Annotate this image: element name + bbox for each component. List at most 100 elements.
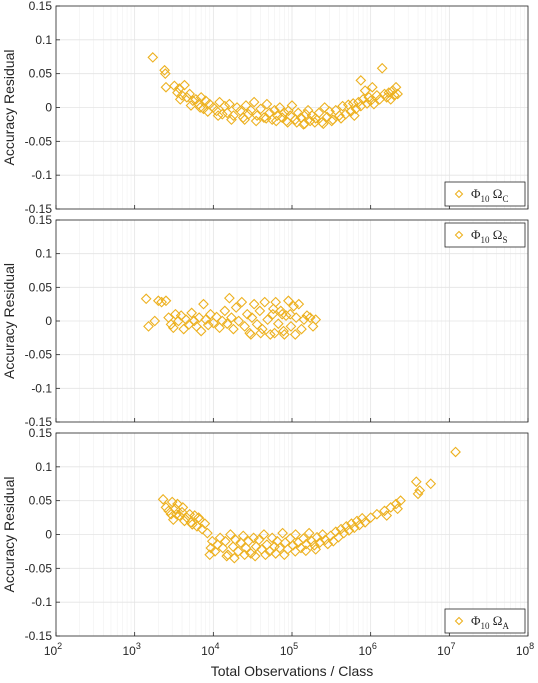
data-point	[322, 538, 334, 550]
data-point	[270, 115, 282, 127]
data-point	[379, 88, 390, 100]
data-point	[159, 64, 170, 76]
data-point	[190, 94, 202, 105]
data-point	[180, 314, 192, 326]
data-point	[237, 530, 249, 542]
data-point	[300, 545, 312, 557]
legend: Φ10 ΩA	[444, 608, 526, 634]
data-point	[165, 318, 177, 330]
data-point	[147, 52, 159, 63]
y-tick-label: -0.15	[25, 202, 53, 216]
data-point	[173, 510, 185, 521]
data-point	[226, 114, 237, 126]
data-point	[248, 532, 259, 544]
data-point	[219, 535, 231, 547]
legend-marker-icon	[454, 230, 464, 240]
y-tick-label: 0.15	[29, 0, 53, 13]
x-axis-label: Total Observations / Class	[211, 663, 374, 679]
data-point	[246, 312, 258, 324]
x-tick-label: 108	[516, 641, 534, 658]
data-point	[390, 81, 402, 93]
y-tick-label: -0.15	[25, 629, 53, 643]
x-tick-label: 107	[437, 641, 455, 658]
data-point	[309, 117, 321, 128]
data-point	[214, 322, 225, 334]
data-point	[291, 117, 303, 128]
data-point	[211, 311, 222, 323]
legend-box	[444, 222, 526, 248]
data-point	[368, 98, 380, 110]
data-point	[324, 106, 335, 117]
data-point	[385, 94, 397, 105]
data-point	[255, 327, 267, 339]
x-tick-label: 106	[358, 641, 376, 658]
y-tick-label: -0.05	[25, 134, 53, 148]
data-point	[250, 541, 262, 553]
data-point	[185, 516, 197, 528]
data-point	[346, 518, 357, 530]
data-point	[293, 298, 305, 310]
data-point	[353, 96, 364, 108]
data-point	[310, 544, 322, 555]
data-point	[172, 498, 183, 510]
data-point	[225, 529, 236, 540]
legend-marker-icon	[454, 189, 464, 199]
data-point	[412, 488, 424, 500]
legend-box	[444, 181, 526, 207]
data-point	[310, 314, 322, 326]
data-point	[363, 91, 375, 103]
data-point	[366, 81, 378, 93]
data-point	[284, 308, 296, 320]
data-point	[269, 104, 280, 116]
data-point	[277, 527, 289, 539]
data-point	[178, 323, 190, 335]
data-point	[221, 550, 233, 562]
data-point	[209, 546, 221, 557]
legend-label: Φ10 ΩA	[471, 613, 509, 631]
data-point	[290, 529, 301, 540]
data-point	[301, 310, 313, 321]
data-point	[376, 62, 388, 74]
data-point	[236, 296, 248, 308]
data-point	[280, 310, 292, 321]
data-point	[335, 523, 347, 535]
data-point	[214, 532, 226, 544]
x-tick-label: 102	[44, 641, 62, 658]
y-tick-label: 0.1	[35, 247, 52, 261]
data-point	[226, 312, 237, 324]
data-point	[184, 88, 196, 100]
data-point	[298, 314, 310, 326]
data-point	[198, 298, 209, 310]
data-point	[200, 314, 212, 326]
data-point	[160, 81, 172, 93]
data-point	[156, 296, 167, 308]
legend-marker-icon	[454, 616, 464, 626]
data-point	[245, 329, 257, 340]
data-point	[335, 112, 347, 124]
data-series	[140, 292, 322, 340]
data-point	[278, 325, 289, 337]
data-point	[202, 319, 214, 331]
data-point	[217, 542, 229, 554]
data-point	[278, 329, 290, 340]
data-point	[278, 107, 290, 119]
data-point	[191, 521, 203, 532]
data-point	[319, 102, 331, 113]
data-point	[282, 117, 294, 128]
data-point	[179, 79, 190, 91]
data-point	[188, 315, 200, 327]
data-point	[298, 533, 309, 544]
legend: Φ10 ΩS	[444, 222, 526, 248]
data-point	[187, 95, 199, 107]
data-point	[157, 493, 169, 505]
data-point	[276, 308, 288, 320]
data-point	[233, 315, 245, 327]
data-point	[303, 527, 315, 539]
data-point	[392, 88, 403, 100]
data-series	[147, 52, 403, 130]
data-series	[157, 446, 461, 564]
data-point	[245, 104, 257, 116]
data-point	[388, 89, 400, 101]
data-point	[251, 110, 263, 121]
data-point	[248, 298, 260, 310]
